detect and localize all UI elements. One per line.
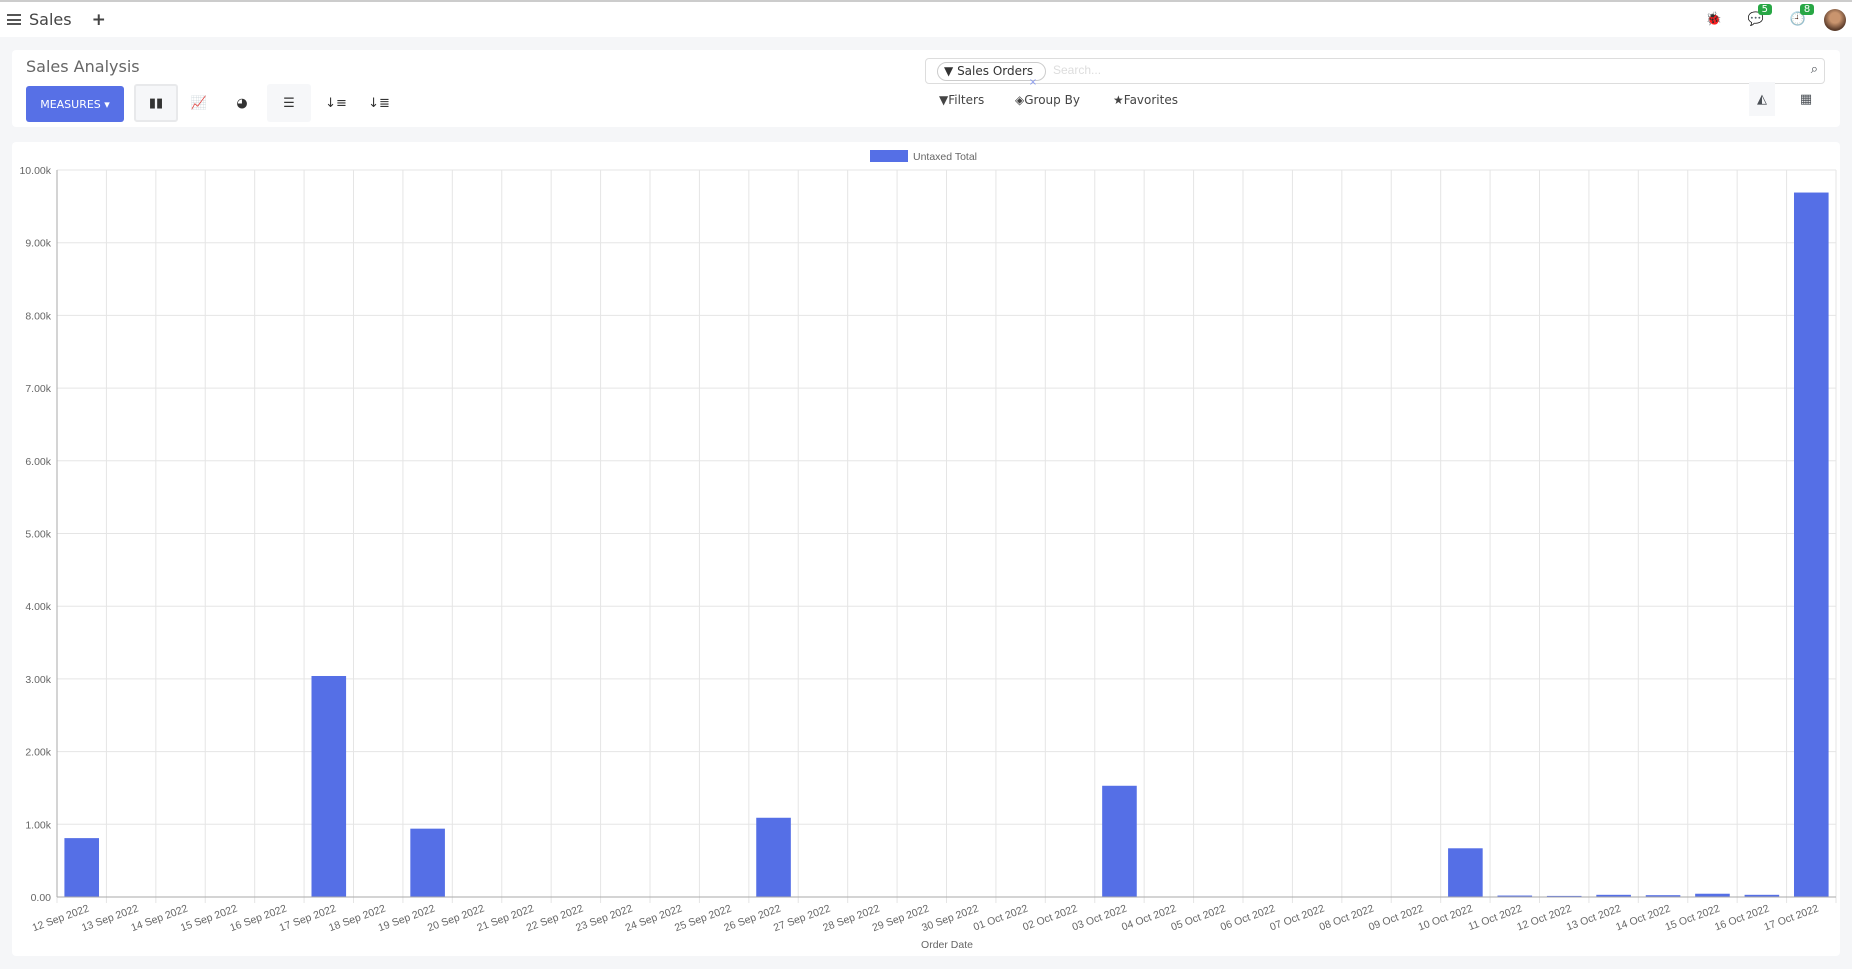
y-tick-label: 10.00k <box>19 165 51 177</box>
x-tick-label: 09 Oct 2022 <box>1367 902 1425 933</box>
avatar[interactable] <box>1824 8 1846 31</box>
filters-dropdown[interactable]: ▼Filters <box>939 93 984 107</box>
x-tick-label: 16 Oct 2022 <box>1713 902 1771 933</box>
bar <box>1546 895 1582 897</box>
x-tick-label: 10 Oct 2022 <box>1417 902 1475 933</box>
chart-card: 0.00 1.00k 2.00k 3.00k 4.00k 5.00k 6.00k 7.00k 8… <box>12 142 1840 956</box>
x-tick-label: 01 Oct 2022 <box>972 902 1030 933</box>
control-panel: Sales Analysis MEASURES ▾ ▮▮ 📈 ◕ ☰ ↓≡ ↓≣… <box>12 50 1840 127</box>
pie-chart-button[interactable]: ◕ <box>220 84 264 122</box>
bar-chart-button[interactable]: ▮▮ <box>134 84 178 122</box>
search-bar: ▼ Sales Orders × ⌕ <box>925 58 1825 88</box>
favorites-label: Favorites <box>1123 93 1178 107</box>
sort-descending-icon: ↓≡ <box>325 95 347 111</box>
x-tick-label: 05 Oct 2022 <box>1169 902 1227 933</box>
y-tick-label: 4.00k <box>25 601 51 613</box>
bar <box>311 675 347 897</box>
y-tick-label: 5.00k <box>25 529 51 541</box>
chat-icon[interactable]: 💬 5 <box>1748 4 1772 27</box>
group-by-dropdown[interactable]: ◈Group By <box>1015 93 1080 107</box>
pie-chart-icon: ◕ <box>236 95 248 111</box>
search-input[interactable] <box>1053 63 1753 77</box>
x-tick-label: 03 Oct 2022 <box>1071 902 1129 933</box>
filter-icon: ▼ <box>939 93 949 107</box>
bar <box>1645 895 1681 897</box>
bar-chart: 0.00 1.00k 2.00k 3.00k 4.00k 5.00k 6.00k 7.00k 8… <box>19 150 1837 951</box>
favorites-dropdown[interactable]: ★Favorites <box>1113 93 1178 107</box>
search-facet: ▼ Sales Orders × <box>937 62 1047 88</box>
bug-icon[interactable]: 🐞 <box>1705 12 1722 27</box>
activity-count-badge: 8 <box>1799 4 1815 15</box>
y-tick-label: 7.00k <box>25 383 51 395</box>
x-tick-label: 15 Oct 2022 <box>1664 902 1722 933</box>
filter-icon: ▼ <box>944 64 954 78</box>
bar <box>64 838 100 897</box>
bar <box>1596 894 1631 897</box>
bar <box>1793 192 1829 898</box>
bar <box>1497 895 1533 897</box>
x-tick-label: 08 Oct 2022 <box>1318 902 1376 933</box>
sort-descending-button[interactable]: ↓≡ <box>314 84 358 122</box>
bar <box>1695 893 1730 897</box>
remove-facet-icon[interactable]: × <box>1028 77 1038 88</box>
bar <box>756 817 791 897</box>
x-tick-label: 17 Oct 2022 <box>1762 902 1820 933</box>
table-icon: ▦ <box>1799 91 1813 107</box>
clock-icon[interactable]: 🕘 8 <box>1790 4 1815 27</box>
x-tick-label: 06 Oct 2022 <box>1219 902 1277 933</box>
x-tick-label: 13 Oct 2022 <box>1565 902 1623 933</box>
new-button[interactable]: + <box>91 9 106 30</box>
y-tick-label: 8.00k <box>25 310 51 322</box>
bar <box>1448 848 1483 897</box>
chat-count-badge: 5 <box>1757 4 1772 15</box>
app-name[interactable]: Sales <box>29 10 72 29</box>
bar <box>410 828 445 897</box>
x-tick-label: 14 Oct 2022 <box>1614 902 1672 933</box>
y-tick-label: 2.00k <box>25 747 51 759</box>
area-chart-icon: ◭ <box>1757 91 1767 107</box>
x-tick-label: 11 Oct 2022 <box>1467 902 1524 933</box>
stacked-button[interactable]: ☰ <box>267 84 311 122</box>
page-title: Sales Analysis <box>26 57 140 76</box>
layers-icon: ◈ <box>1015 93 1025 107</box>
y-tick-label: 0.00 <box>31 892 52 904</box>
x-tick-label: 07 Oct 2022 <box>1268 902 1326 933</box>
y-tick-label: 9.00k <box>25 238 51 250</box>
facet-label: Sales Orders <box>957 64 1034 78</box>
search-icon[interactable]: ⌕ <box>1810 62 1818 77</box>
x-tick-label: 02 Oct 2022 <box>1021 902 1079 933</box>
x-tick-label: 04 Oct 2022 <box>1120 902 1178 933</box>
measures-button[interactable]: MEASURES ▾ <box>26 86 124 122</box>
y-tick-label: 1.00k <box>25 819 51 831</box>
bar-chart-icon: ▮▮ <box>148 95 164 111</box>
line-chart-button[interactable]: 📈 <box>177 84 221 122</box>
filters-label: Filters <box>948 93 985 107</box>
line-chart-icon: 📈 <box>190 95 208 111</box>
group-by-label: Group By <box>1024 93 1080 107</box>
sort-ascending-button[interactable]: ↓≣ <box>357 84 401 122</box>
y-tick-label: 3.00k <box>25 674 51 686</box>
bar <box>1744 894 1780 897</box>
x-axis-title: Order Date <box>921 939 973 951</box>
legend-swatch <box>870 150 908 162</box>
x-tick-label: 30 Sep 2022 <box>920 902 980 934</box>
sort-ascending-icon: ↓≣ <box>368 95 390 111</box>
x-tick-label: 12 Oct 2022 <box>1515 902 1573 933</box>
pivot-view-button[interactable]: ▦ <box>1793 82 1819 116</box>
legend-label: Untaxed Total <box>913 151 977 163</box>
star-icon: ★ <box>1113 93 1124 107</box>
database-icon: ☰ <box>283 95 295 111</box>
hamburger-menu-icon[interactable] <box>7 14 21 25</box>
top-navbar: Sales + 🐞 💬 5 🕘 8 <box>0 0 1852 37</box>
y-tick-label: 6.00k <box>25 456 51 468</box>
bar <box>1102 785 1137 897</box>
graph-view-button[interactable]: ◭ <box>1749 82 1775 116</box>
